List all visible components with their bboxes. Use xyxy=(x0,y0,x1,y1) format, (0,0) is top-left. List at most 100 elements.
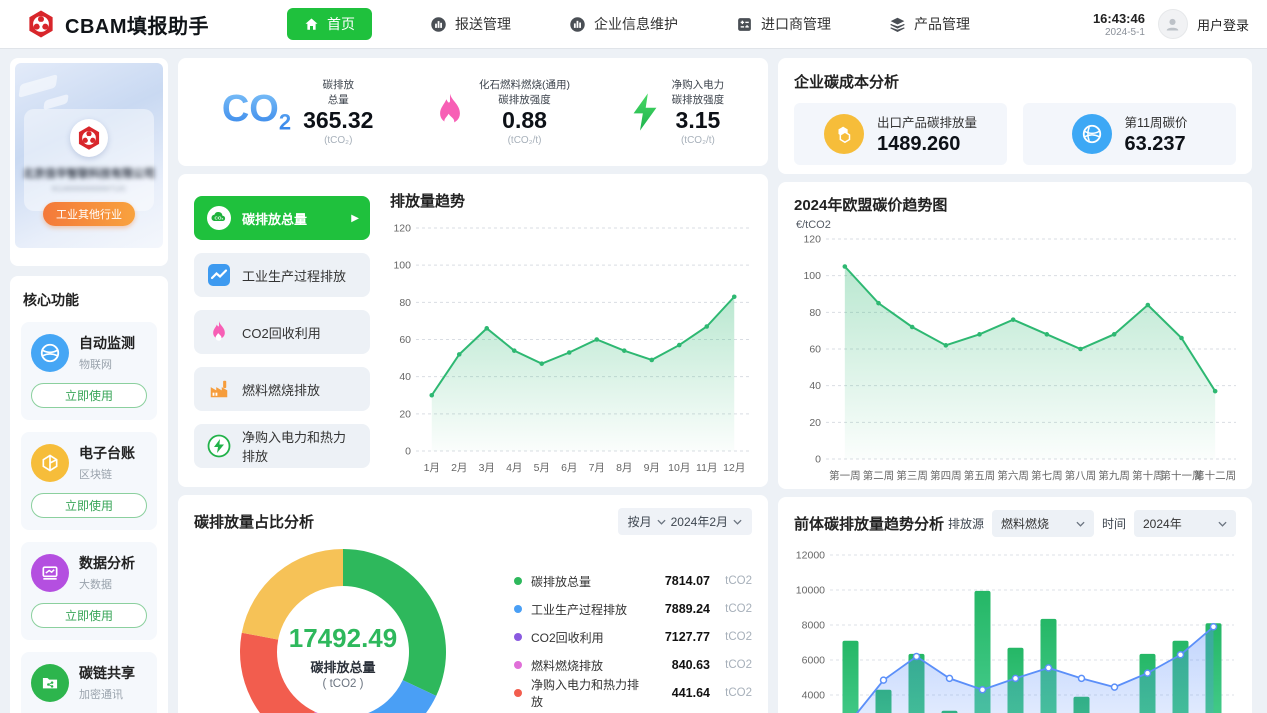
menu-item-co2-recovery[interactable]: CO2回收利用 xyxy=(194,310,370,354)
svg-text:40: 40 xyxy=(399,371,411,383)
feature-card-e-ledger: 电子台账 区块链 立即使用 xyxy=(21,432,157,530)
svg-text:第二周: 第二周 xyxy=(863,469,895,482)
legend-unit: tCO2 xyxy=(725,687,752,699)
svg-text:60: 60 xyxy=(809,344,821,356)
right-column: 企业碳成本分析 出口产品碳排放量 1489.260 xyxy=(778,58,1252,713)
co2-text-icon: CO2 xyxy=(221,88,292,135)
feature-subtitle: 区块链 xyxy=(79,469,112,481)
svg-text:第五周: 第五周 xyxy=(964,469,996,482)
legend-value: 441.64 xyxy=(671,686,710,700)
svg-text:第十二周: 第十二周 xyxy=(1194,469,1236,482)
precursor-trend-panel: 前体碳排放量趋势分析 排放源 燃料燃烧 时间 2024年 4000 6000 800… xyxy=(778,497,1252,713)
product-layers-icon xyxy=(890,17,905,32)
svg-text:3月: 3月 xyxy=(479,462,495,474)
company-logo xyxy=(70,119,108,157)
pie-legend-row: 碳排放总量 7814.07 tCO2 xyxy=(514,567,752,595)
svg-text:第六周: 第六周 xyxy=(997,469,1028,482)
brand: CBAM填报助手 xyxy=(26,9,209,39)
legend-label: 碳排放总量 xyxy=(531,574,592,589)
svg-text:10000: 10000 xyxy=(796,585,825,597)
eu-carbon-price-panel: 2024年欧盟碳价趋势图 €/tCO2 0 20 40 60 80 100 120 第一周 第二… xyxy=(778,182,1252,489)
legend-value: 7814.07 xyxy=(664,574,710,588)
topbar: CBAM填报助手 首页 报送管理 企业信息维护 xyxy=(0,0,1267,48)
stat-electricity-intensity: 净购入电力 碳排放强度 3.15 (tCO₂/t) xyxy=(630,78,724,146)
feature-title: 数据分析 xyxy=(79,555,135,571)
active-arrow-icon: ▶ xyxy=(351,212,359,224)
emission-share-panel: 碳排放量占比分析 按月 2024年2月 17492.49 碳排放总量 ( tCO… xyxy=(178,495,768,713)
legend-label: 工业生产过程排放 xyxy=(531,602,628,617)
legend-dot xyxy=(514,577,522,585)
emission-share-title: 碳排放量占比分析 xyxy=(194,514,315,531)
svg-text:12月: 12月 xyxy=(723,462,745,474)
nav-item-importer[interactable]: 进口商管理 xyxy=(736,14,831,34)
svg-text:0: 0 xyxy=(405,446,411,458)
stat-value: 0.88 xyxy=(502,107,547,134)
use-now-button[interactable]: 立即使用 xyxy=(31,603,147,628)
industry-tag: 工业其他行业 xyxy=(43,202,135,226)
svg-text:0: 0 xyxy=(815,454,821,466)
svg-text:第一周: 第一周 xyxy=(829,469,861,482)
factory-icon xyxy=(206,376,232,402)
topbar-right: 16:43:46 2024-5-1 用户登录 xyxy=(1093,9,1249,39)
stat-total-emission: CO2 碳排放 总量 365.32 (tCO₂) xyxy=(221,79,374,146)
enterprise-info-icon xyxy=(570,16,585,32)
emission-source-select[interactable]: 燃料燃烧 xyxy=(991,510,1094,537)
legend-label: CO2回收利用 xyxy=(531,630,604,645)
feature-subtitle: 加密通讯 xyxy=(79,689,123,701)
svg-text:第九周: 第九周 xyxy=(1098,469,1130,482)
company-reg-no: 911400000000000712C xyxy=(51,186,127,193)
donut-center: 17492.49 碳排放总量 ( tCO2 ) xyxy=(228,623,458,690)
user-login-link[interactable]: 用户登录 xyxy=(1196,17,1249,33)
legend-dot xyxy=(514,633,522,641)
avatar[interactable] xyxy=(1157,9,1188,39)
svg-text:100: 100 xyxy=(803,270,821,282)
feature-card-auto-monitor: 自动监测 物联网 立即使用 xyxy=(21,322,157,420)
nav-item-enterprise-info[interactable]: 企业信息维护 xyxy=(569,14,678,34)
period-filter-dropdown[interactable]: 按月 2024年2月 xyxy=(617,508,752,535)
emission-trend-chart: 0 20 40 60 80 100 120 1月 2月 3月 4月 5月 6月 7月 8月 9月 10月 11月 1… xyxy=(393,223,752,474)
globe2-icon xyxy=(1071,114,1112,154)
cost-card-label: 第11周碳价 xyxy=(1124,116,1188,130)
ledger-icon xyxy=(31,443,69,482)
co2-cloud-icon: CO₂ xyxy=(206,205,232,231)
svg-text:CO₂: CO₂ xyxy=(215,216,224,221)
use-now-button[interactable]: 立即使用 xyxy=(31,493,147,518)
company-card: 北京佳华智联科技有限公司 911400000000000712C 工业其他行业 xyxy=(10,58,168,266)
use-now-button[interactable]: 立即使用 xyxy=(31,383,147,408)
menu-item-total-emission[interactable]: CO₂ 碳排放总量 ▶ xyxy=(194,196,370,240)
cost-card-value: 1489.260 xyxy=(876,133,961,155)
emission-menu: CO₂ 碳排放总量 ▶ 工业生产过程排放 xyxy=(194,190,370,471)
chevron-down-icon xyxy=(733,519,742,525)
home-icon xyxy=(305,18,318,30)
nav-item-products[interactable]: 产品管理 xyxy=(889,14,970,34)
menu-item-industrial-process[interactable]: 工业生产过程排放 xyxy=(194,253,370,297)
legend-label: 燃料燃烧排放 xyxy=(531,658,604,673)
menu-item-purchased-power[interactable]: 净购入电力和热力排放 xyxy=(194,424,370,468)
feature-title: 电子台账 xyxy=(79,445,135,461)
nav-item-home[interactable]: 首页 xyxy=(287,8,372,40)
report-chart-icon xyxy=(431,16,446,32)
menu-item-fuel-combustion[interactable]: 燃料燃烧排放 xyxy=(194,367,370,411)
precursor-title: 前体碳排放量趋势分析 xyxy=(794,516,945,533)
carbon-cost-panel: 企业碳成本分析 出口产品碳排放量 1489.260 xyxy=(778,58,1252,174)
sidebar: 北京佳华智联科技有限公司 911400000000000712C 工业其他行业 … xyxy=(10,58,168,713)
svg-text:60: 60 xyxy=(399,334,411,346)
weekly-carbon-price-card: 第11周碳价 63.237 xyxy=(1023,103,1236,165)
company-card-background: 北京佳华智联科技有限公司 911400000000000712C 工业其他行业 xyxy=(15,63,163,248)
nav-item-reporting[interactable]: 报送管理 xyxy=(430,14,511,34)
svg-text:2月: 2月 xyxy=(451,462,467,474)
svg-text:11月: 11月 xyxy=(696,462,717,474)
app-title: CBAM填报助手 xyxy=(65,15,209,38)
carbon-cost-title: 企业碳成本分析 xyxy=(794,74,900,91)
time-label: 时间 xyxy=(1101,517,1126,531)
svg-text:6000: 6000 xyxy=(802,655,826,667)
eu-price-chart: 020406080100120第一周 第二周 第三周 第四周 第五周 第六周 第七周 第八周第… xyxy=(803,234,1236,483)
svg-text:4月: 4月 xyxy=(506,462,522,474)
svg-text:40: 40 xyxy=(809,380,821,392)
date: 2024-5-1 xyxy=(1104,26,1145,38)
pie-legend-row: 工业生产过程排放 7889.24 tCO2 xyxy=(514,595,752,623)
emission-share-donut: 17492.49 碳排放总量 ( tCO2 ) xyxy=(228,537,458,713)
eu-price-title: 2024年欧盟碳价趋势图 xyxy=(794,197,948,214)
middle-column: CO2 碳排放 总量 365.32 (tCO₂) 化石燃料燃烧(通用) 碳排放强度 … xyxy=(178,58,768,713)
time-select[interactable]: 2024年 xyxy=(1134,510,1236,537)
